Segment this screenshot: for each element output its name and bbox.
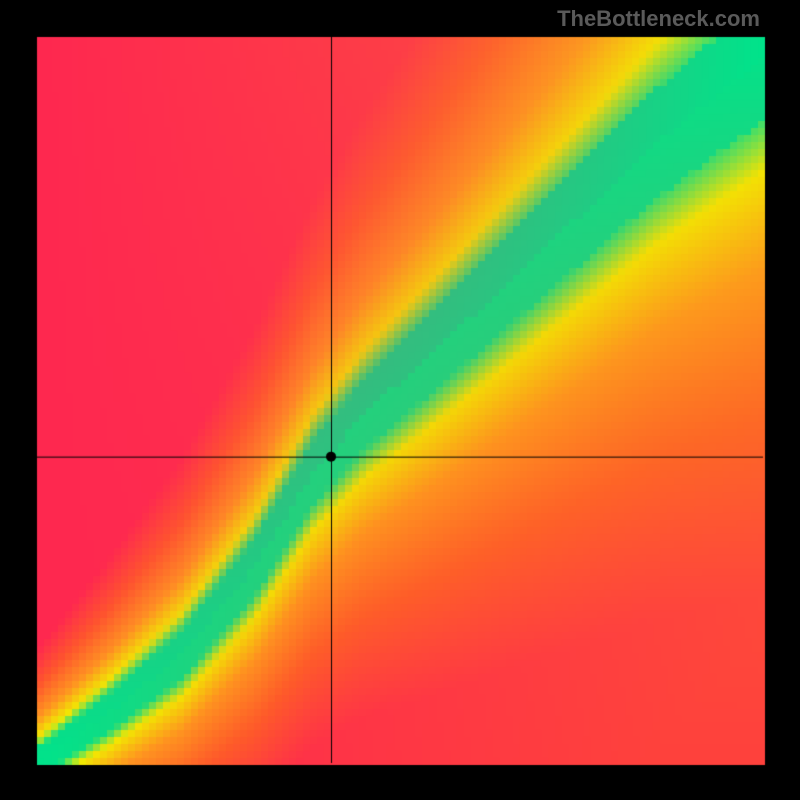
bottleneck-heatmap [0,0,800,800]
watermark-text: TheBottleneck.com [557,6,760,32]
